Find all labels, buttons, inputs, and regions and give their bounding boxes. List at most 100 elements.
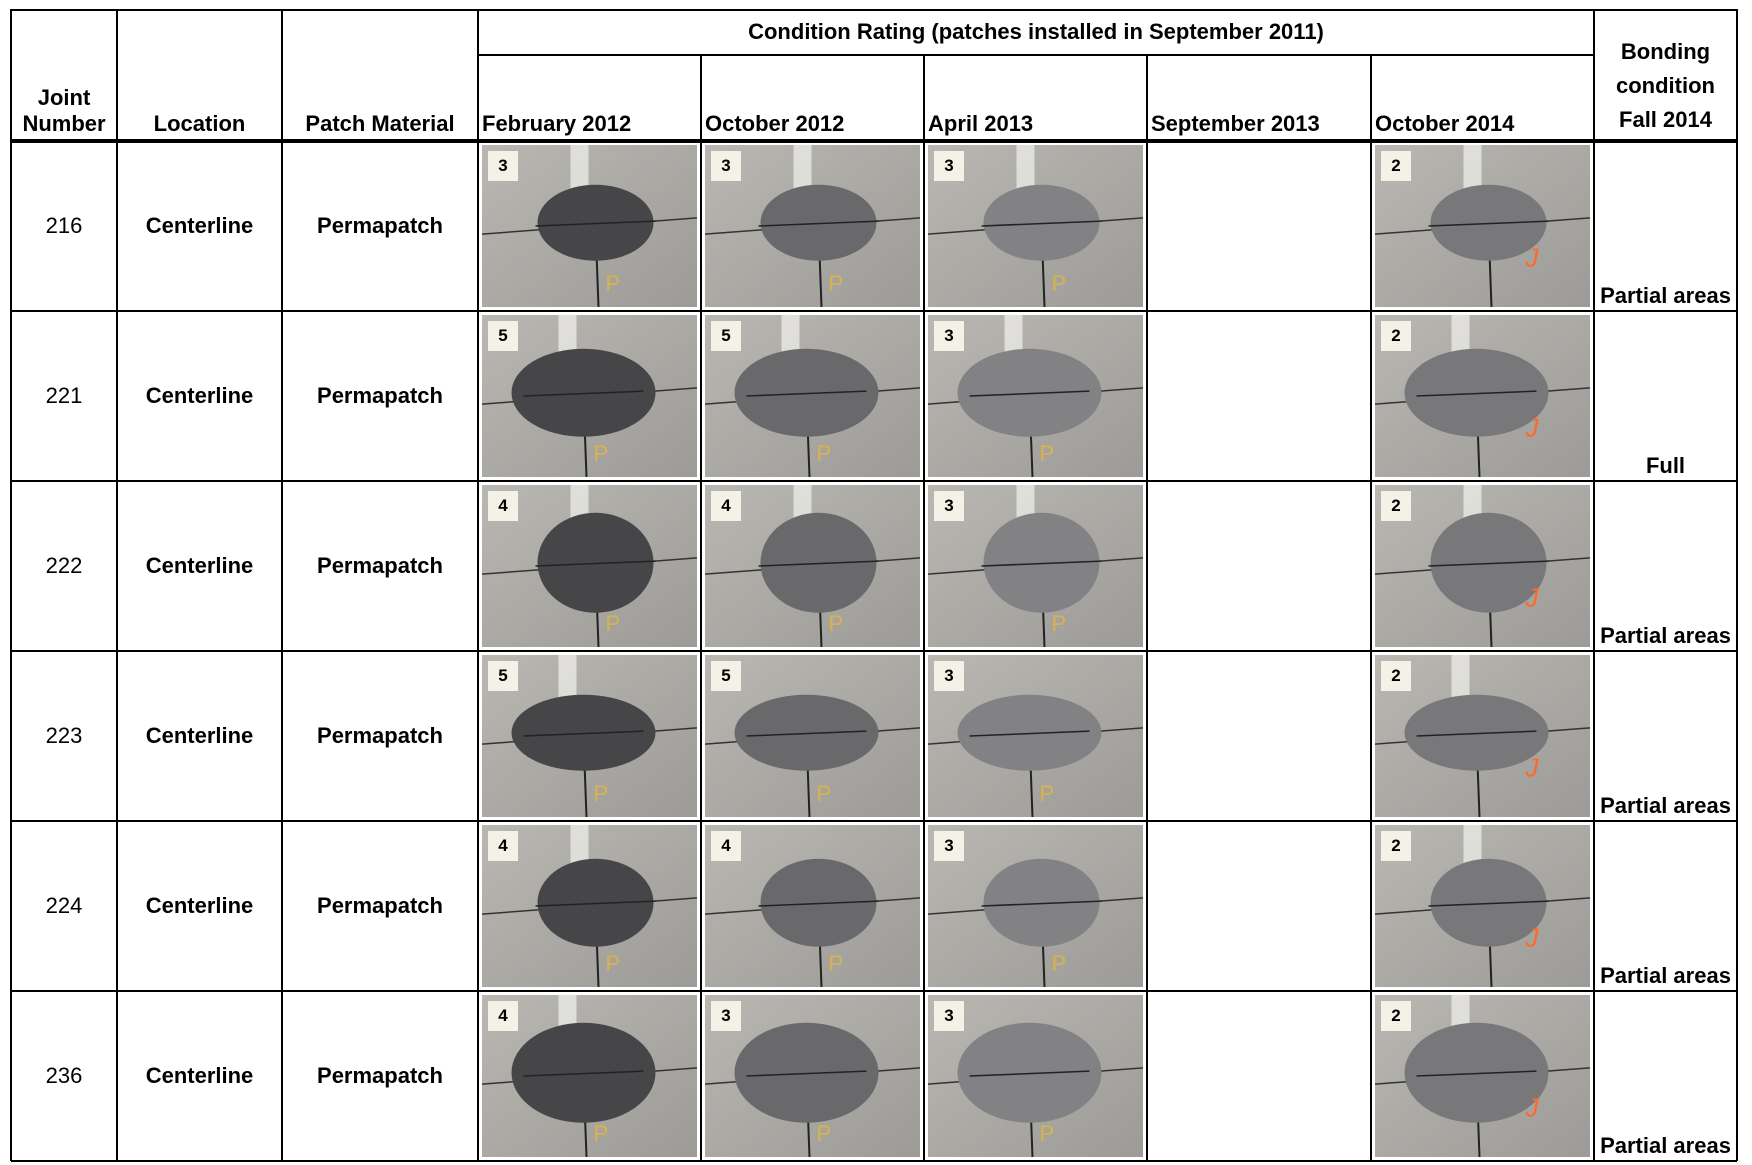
header-location: Location	[153, 111, 246, 136]
table-line	[11, 1160, 1737, 1162]
rating: 3	[711, 151, 741, 181]
rating: 5	[711, 321, 741, 351]
paint-mark: P	[594, 441, 609, 466]
header-date: October 2012	[705, 111, 845, 136]
photo: J 2	[1375, 655, 1590, 817]
photo: P 3	[928, 995, 1143, 1157]
patch-material: Permapatch	[317, 383, 443, 408]
photo: J 2	[1375, 995, 1590, 1157]
patch-material: Permapatch	[317, 893, 443, 918]
table-line	[1736, 9, 1738, 1161]
paint-mark: J	[1525, 923, 1540, 953]
photo-image: P	[928, 995, 1143, 1157]
table-line	[1370, 54, 1372, 1161]
header-condition: Condition Rating (patches installed in S…	[748, 18, 1324, 44]
paint-mark: J	[1525, 243, 1540, 273]
paint-mark: J	[1525, 583, 1540, 613]
paint-mark: P	[606, 951, 621, 976]
paint-mark: P	[606, 271, 621, 296]
photo: P 3	[928, 315, 1143, 477]
paint-mark: J	[1525, 1093, 1540, 1123]
rating: 4	[488, 491, 518, 521]
table-line	[281, 9, 283, 1161]
photo: P 5	[705, 655, 920, 817]
rating: 2	[1381, 661, 1411, 691]
header-date: February 2012	[482, 111, 632, 136]
header-material: Patch Material	[305, 111, 455, 136]
photo: P 5	[482, 315, 697, 477]
photo: P 3	[928, 655, 1143, 817]
table-line	[11, 9, 1737, 11]
paint-mark: P	[1052, 271, 1067, 296]
table-line	[11, 480, 1737, 482]
joint-number: 216	[45, 213, 83, 238]
rating: 5	[488, 321, 518, 351]
bonding-condition: Partial areas	[1600, 793, 1731, 818]
photo: J 2	[1375, 485, 1590, 647]
table-line	[1593, 9, 1595, 1161]
paint-mark: J	[1525, 413, 1540, 443]
photo-image: P	[482, 315, 697, 477]
photo: J 2	[1375, 825, 1590, 987]
table-line	[10, 9, 12, 1161]
rating: 2	[1381, 321, 1411, 351]
location: Centerline	[145, 723, 254, 748]
photo: J 2	[1375, 145, 1590, 307]
location: Centerline	[145, 893, 254, 918]
location: Centerline	[145, 383, 254, 408]
paint-mark: P	[829, 611, 844, 636]
location: Centerline	[145, 1063, 254, 1088]
table-line	[116, 9, 118, 1161]
photo: P 4	[482, 485, 697, 647]
table-line	[11, 820, 1737, 822]
paint-mark: P	[829, 951, 844, 976]
bonding-condition: Partial areas	[1600, 963, 1731, 988]
photo: P 3	[705, 145, 920, 307]
patch-material: Permapatch	[317, 1063, 443, 1088]
bonding-condition: Partial areas	[1600, 283, 1731, 308]
joint-number: 236	[45, 1063, 83, 1088]
rating: 3	[934, 491, 964, 521]
photo: P 5	[482, 655, 697, 817]
photo: J 2	[1375, 315, 1590, 477]
table-line	[923, 54, 925, 1161]
joint-number: 223	[45, 723, 83, 748]
header-date: October 2014	[1375, 111, 1515, 136]
header-date: April 2013	[928, 111, 1034, 136]
photo: P 3	[928, 145, 1143, 307]
table-line	[700, 54, 702, 1161]
bonding-condition: Full	[1645, 453, 1686, 478]
header-date: September 2013	[1151, 111, 1320, 136]
photo-image: P	[482, 655, 697, 817]
rating: 2	[1381, 1001, 1411, 1031]
rating: 5	[488, 661, 518, 691]
paint-mark: P	[606, 611, 621, 636]
paint-mark: P	[1040, 781, 1055, 806]
rating: 4	[711, 491, 741, 521]
rating: 4	[488, 1001, 518, 1031]
bonding-condition: Partial areas	[1600, 623, 1731, 648]
photo: P 3	[928, 825, 1143, 987]
table-line	[1146, 54, 1148, 1161]
bonding-condition: Partial areas	[1600, 1133, 1731, 1158]
rating: 3	[488, 151, 518, 181]
joint-number: 221	[45, 383, 83, 408]
photo: P 5	[705, 315, 920, 477]
table-line	[11, 310, 1737, 312]
rating: 3	[711, 1001, 741, 1031]
header-bonding: Bonding condition Fall 2014	[1616, 39, 1715, 132]
rating: 2	[1381, 491, 1411, 521]
rating: 3	[934, 1001, 964, 1031]
joint-number: 222	[45, 553, 83, 578]
photo-image: P	[705, 315, 920, 477]
joint-number: 224	[45, 893, 83, 918]
location: Centerline	[145, 213, 254, 238]
photo: P 3	[482, 145, 697, 307]
paint-mark: J	[1525, 753, 1540, 783]
photo: P 4	[705, 485, 920, 647]
photo-image: P	[928, 145, 1143, 307]
photo: P 3	[928, 485, 1143, 647]
location: Centerline	[145, 553, 254, 578]
table-line	[11, 990, 1737, 992]
paint-mark: P	[817, 441, 832, 466]
